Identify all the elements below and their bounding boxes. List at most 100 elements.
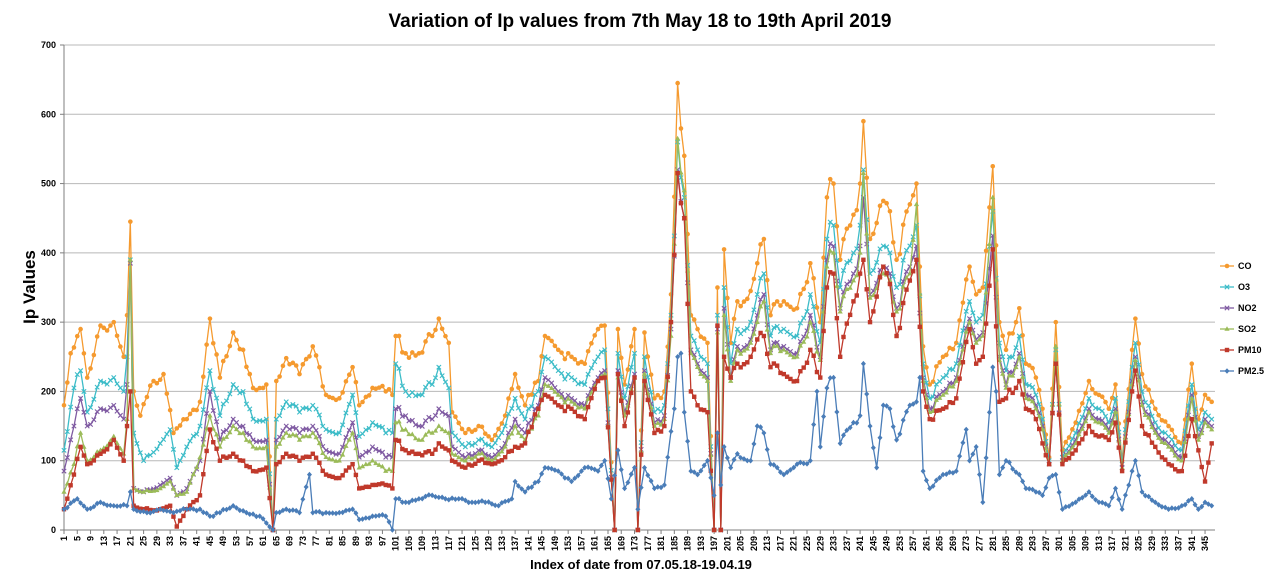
data-point (957, 453, 963, 459)
data-point (771, 324, 777, 331)
data-point (940, 374, 946, 381)
data-point (290, 453, 296, 458)
data-point (714, 312, 721, 318)
data-point (1050, 410, 1055, 416)
data-point (1142, 492, 1148, 499)
data-point (840, 293, 847, 299)
data-point (797, 342, 803, 348)
data-point (917, 374, 923, 381)
data-point (177, 423, 183, 428)
data-point (502, 413, 508, 418)
data-point (104, 447, 110, 452)
data-point (436, 494, 442, 501)
data-point (1106, 502, 1112, 509)
data-point (980, 333, 986, 338)
data-point (947, 400, 952, 405)
data-point (894, 257, 899, 263)
data-point (260, 467, 266, 472)
data-point (466, 426, 471, 432)
data-point (290, 507, 296, 513)
data-point (718, 527, 723, 533)
data-point (874, 259, 880, 266)
data-point (144, 506, 150, 511)
data-point (751, 276, 757, 282)
data-point (369, 513, 375, 519)
data-point (695, 326, 700, 332)
data-point (1205, 501, 1211, 507)
data-point (761, 430, 767, 436)
data-point (1199, 430, 1205, 436)
data-point (1049, 472, 1055, 479)
data-point (277, 374, 282, 379)
data-point (724, 346, 731, 352)
data-point (442, 411, 449, 417)
data-point (117, 503, 123, 509)
data-point (373, 482, 378, 488)
data-point (837, 284, 843, 291)
data-point (254, 469, 259, 474)
data-point (1166, 461, 1171, 467)
data-point (675, 170, 680, 176)
data-point (907, 202, 913, 207)
data-point (558, 394, 565, 400)
data-point (496, 426, 501, 432)
data-point (546, 394, 551, 399)
data-point (1176, 505, 1182, 511)
data-point (64, 429, 70, 435)
data-point (1043, 453, 1049, 458)
data-point (320, 384, 326, 389)
data-point (499, 430, 505, 436)
data-point (1224, 284, 1230, 290)
data-point (277, 459, 282, 465)
data-point (104, 328, 110, 333)
data-point (138, 506, 143, 511)
data-point (824, 195, 830, 200)
data-point (297, 371, 302, 377)
data-point (211, 439, 216, 445)
x-tick-label: 57 (245, 536, 255, 546)
data-point (542, 354, 548, 360)
data-point (635, 506, 641, 513)
data-point (84, 506, 90, 513)
data-point (416, 451, 422, 456)
data-point (973, 292, 979, 297)
data-point (850, 250, 857, 256)
data-point (1192, 433, 1198, 439)
data-point (499, 499, 505, 506)
data-point (1003, 396, 1009, 401)
data-point (629, 390, 634, 396)
data-point (436, 423, 442, 428)
x-tick-label: 313 (1094, 536, 1104, 551)
data-point (84, 375, 90, 380)
data-point (798, 291, 803, 297)
data-point (383, 389, 389, 394)
data-point (771, 302, 777, 307)
data-point (592, 466, 598, 473)
data-point (539, 369, 545, 375)
x-tick-label: 145 (537, 536, 547, 551)
data-point (419, 350, 425, 355)
data-point (479, 450, 485, 456)
data-point (121, 354, 127, 360)
data-point (346, 401, 352, 407)
data-point (323, 509, 329, 516)
data-point (330, 429, 336, 435)
data-point (340, 451, 346, 457)
data-point (757, 303, 764, 309)
data-point (572, 475, 578, 482)
data-point (966, 298, 973, 304)
data-point (413, 422, 419, 428)
data-point (691, 338, 697, 344)
y-tick-label: 0 (51, 525, 56, 535)
data-point (830, 243, 837, 249)
data-point (701, 336, 707, 341)
data-point (260, 445, 266, 451)
data-point (711, 492, 717, 499)
data-point (509, 405, 515, 412)
data-point (758, 424, 764, 430)
data-point (655, 484, 661, 490)
x-tick-label: 221 (789, 536, 799, 551)
data-point (1030, 486, 1036, 493)
data-point (1133, 368, 1138, 373)
data-point (615, 350, 621, 356)
